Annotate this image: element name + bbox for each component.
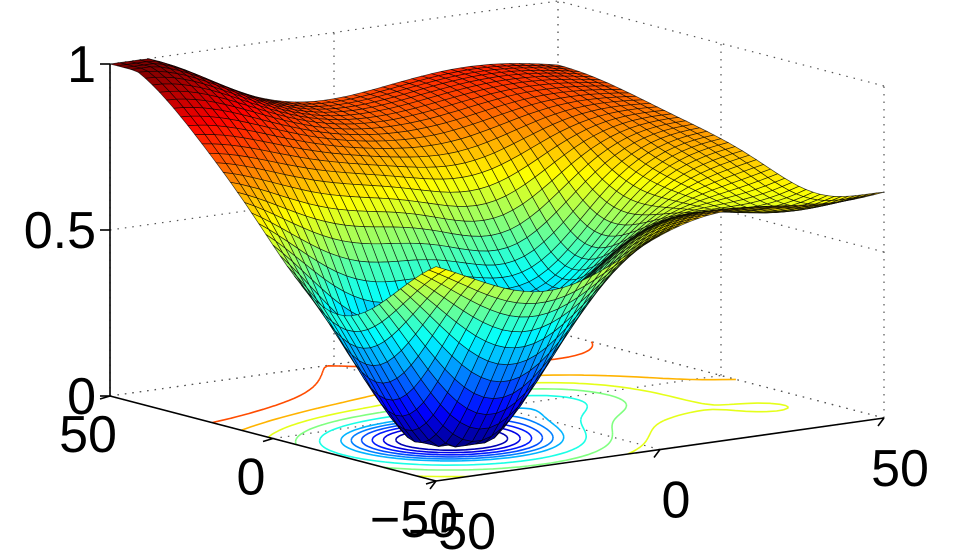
x-tick-label: −50 xyxy=(408,503,496,552)
x-tick-mark xyxy=(653,449,661,458)
z-tick-label: 0 xyxy=(67,368,96,426)
y-tick-label: −50 xyxy=(370,491,458,549)
grid-line xyxy=(557,0,885,87)
x-tick-label: 50 xyxy=(871,440,929,498)
contour-line xyxy=(371,421,533,456)
y-tick-label: 50 xyxy=(59,406,117,464)
contour-line xyxy=(318,394,589,466)
y-tick-mark xyxy=(262,437,274,443)
x-tick-mark xyxy=(429,480,437,490)
contour-line xyxy=(267,381,790,478)
z-tick-label: 1 xyxy=(67,36,96,94)
x-tick-label: 0 xyxy=(662,472,691,530)
x-tick-mark xyxy=(877,417,885,427)
z-tick-label: 0.5 xyxy=(24,202,96,260)
y-tick-mark xyxy=(425,480,437,485)
surface-mesh xyxy=(109,58,885,448)
grid-line xyxy=(109,332,559,397)
surface-patch xyxy=(428,266,447,275)
axis-lines xyxy=(99,63,885,490)
grid-line xyxy=(109,0,559,65)
y-tick-label: 0 xyxy=(237,449,266,507)
